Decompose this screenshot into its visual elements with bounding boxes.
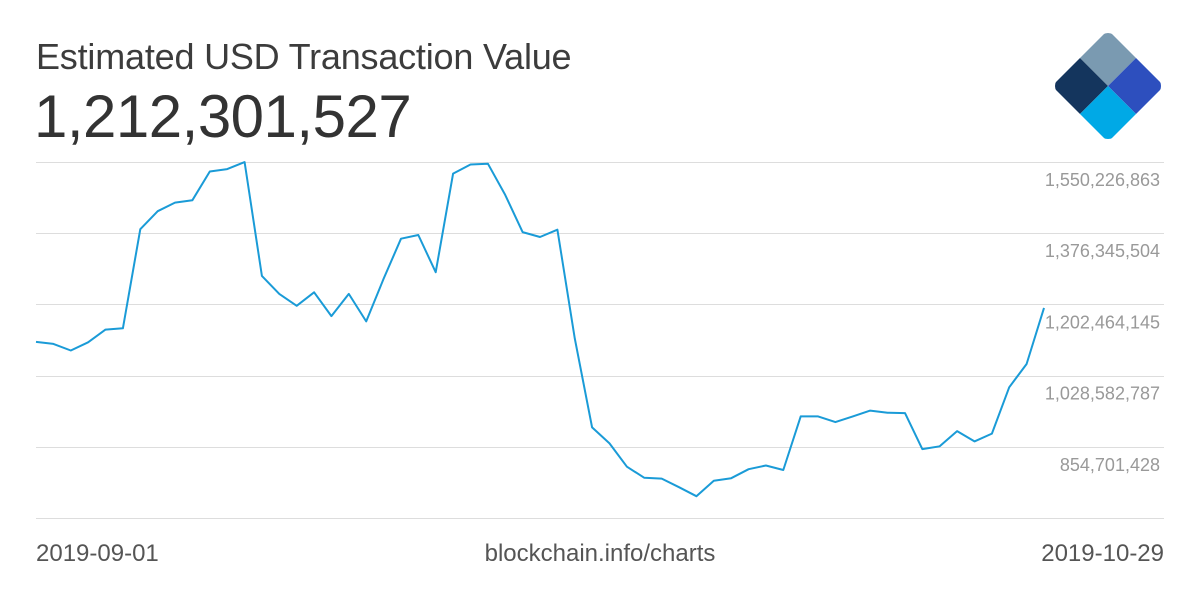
blockchain-logo-icon	[1055, 33, 1161, 139]
series-line	[35, 161, 1045, 498]
current-value: 1,212,301,527	[34, 83, 412, 150]
start-date-label: 2019-09-01	[36, 540, 159, 567]
y-axis-ticks: 854,701,428 1,028,582,787 1,202,464,145 1,3…	[1045, 170, 1160, 475]
chart-title: Estimated USD Transaction Value	[36, 36, 572, 77]
y-tick-label: 1,028,582,787	[1045, 384, 1160, 404]
y-tick-label: 1,550,226,863	[1045, 170, 1160, 190]
y-tick-label: 1,202,464,145	[1045, 312, 1160, 332]
y-tick-label: 854,701,428	[1060, 455, 1160, 475]
source-label: blockchain.info/charts	[484, 540, 716, 567]
y-tick-label: 1,376,345,504	[1045, 241, 1160, 261]
end-date-label: 2019-10-29	[1041, 540, 1164, 567]
grid-lines	[36, 162, 1164, 519]
